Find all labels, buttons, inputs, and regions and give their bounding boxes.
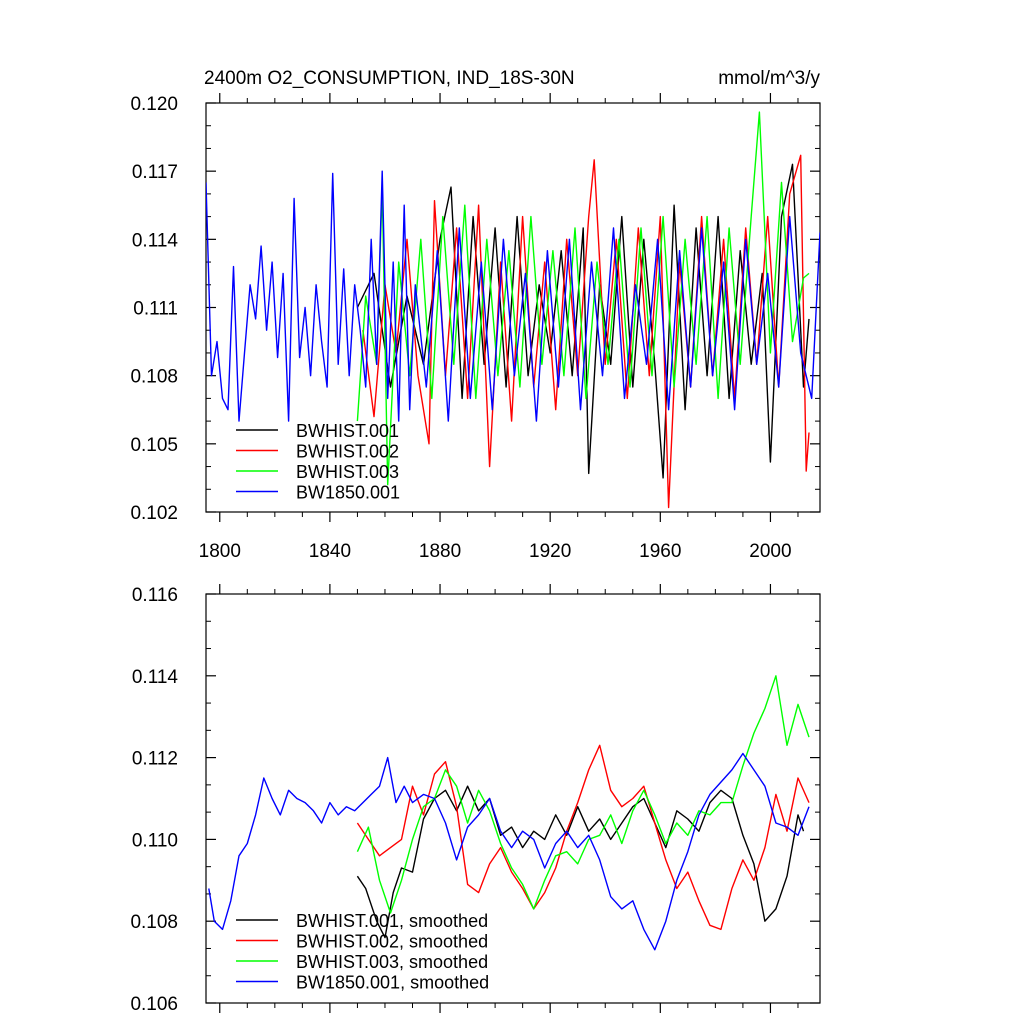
top-ytick-label: 0.105 — [130, 435, 178, 456]
bottom-series-line-0 — [356, 785, 805, 939]
top-ytick-label: 0.114 — [132, 230, 179, 251]
bottom-legend-label-2: BWHIST.003, smoothed — [296, 952, 488, 972]
top-ytick-label: 0.117 — [132, 162, 178, 183]
bottom-series-line-1 — [356, 744, 810, 931]
top-xtick-label: 1920 — [529, 541, 571, 562]
bottom-panel: 0.106 0.108 0.110 0.112 0.114 0.116 BWHIST.001… — [130, 584, 821, 1015]
top-ytick-label: 0.120 — [130, 94, 178, 115]
top-ytick-label: 0.108 — [130, 367, 178, 388]
top-xtick-label: 1800 — [199, 541, 241, 562]
top-xtick-label: 2000 — [749, 541, 791, 562]
top-panel: 0.102 0.105 0.108 0.111 0.114 0.117 0.120 1800 1… — [130, 93, 821, 562]
bottom-legend-label-3: BW1850.001, smoothed — [296, 973, 489, 993]
bottom-ytick-label: 0.108 — [130, 912, 178, 933]
top-series-line-1 — [362, 154, 810, 509]
top-xtick-label: 1880 — [419, 541, 461, 562]
bottom-plot-frame — [205, 593, 821, 1004]
bottom-legend-label-1: BWHIST.002, smoothed — [296, 932, 488, 952]
top-legend-label-2: BWHIST.003 — [296, 462, 399, 482]
top-ytick-label: 0.102 — [130, 503, 178, 524]
top-xtick-label: 1960 — [639, 541, 681, 562]
bottom-series-line-2 — [356, 675, 810, 914]
bottom-legend-label-0: BWHIST.001, smoothed — [296, 911, 488, 931]
top-xtick-label: 1840 — [309, 541, 351, 562]
top-ytick-label: 0.111 — [133, 299, 178, 320]
top-series-line-3 — [206, 170, 820, 422]
top-chart-title: 2400m O2_CONSUMPTION, IND_18S-30N — [204, 68, 575, 89]
bottom-ytick-label: 0.116 — [132, 585, 178, 606]
top-legend-label-0: BWHIST.001 — [296, 421, 399, 441]
bottom-ytick-label: 0.106 — [130, 994, 178, 1015]
bottom-ytick-label: 0.114 — [132, 667, 179, 688]
top-legend-label-1: BWHIST.002 — [296, 442, 399, 462]
top-chart-units: mmol/m^3/y — [718, 68, 820, 89]
bottom-ytick-label: 0.112 — [132, 749, 178, 770]
bottom-series-line-3 — [208, 752, 810, 951]
top-legend-label-3: BW1850.001 — [296, 483, 400, 503]
bottom-ytick-label: 0.110 — [132, 830, 178, 851]
